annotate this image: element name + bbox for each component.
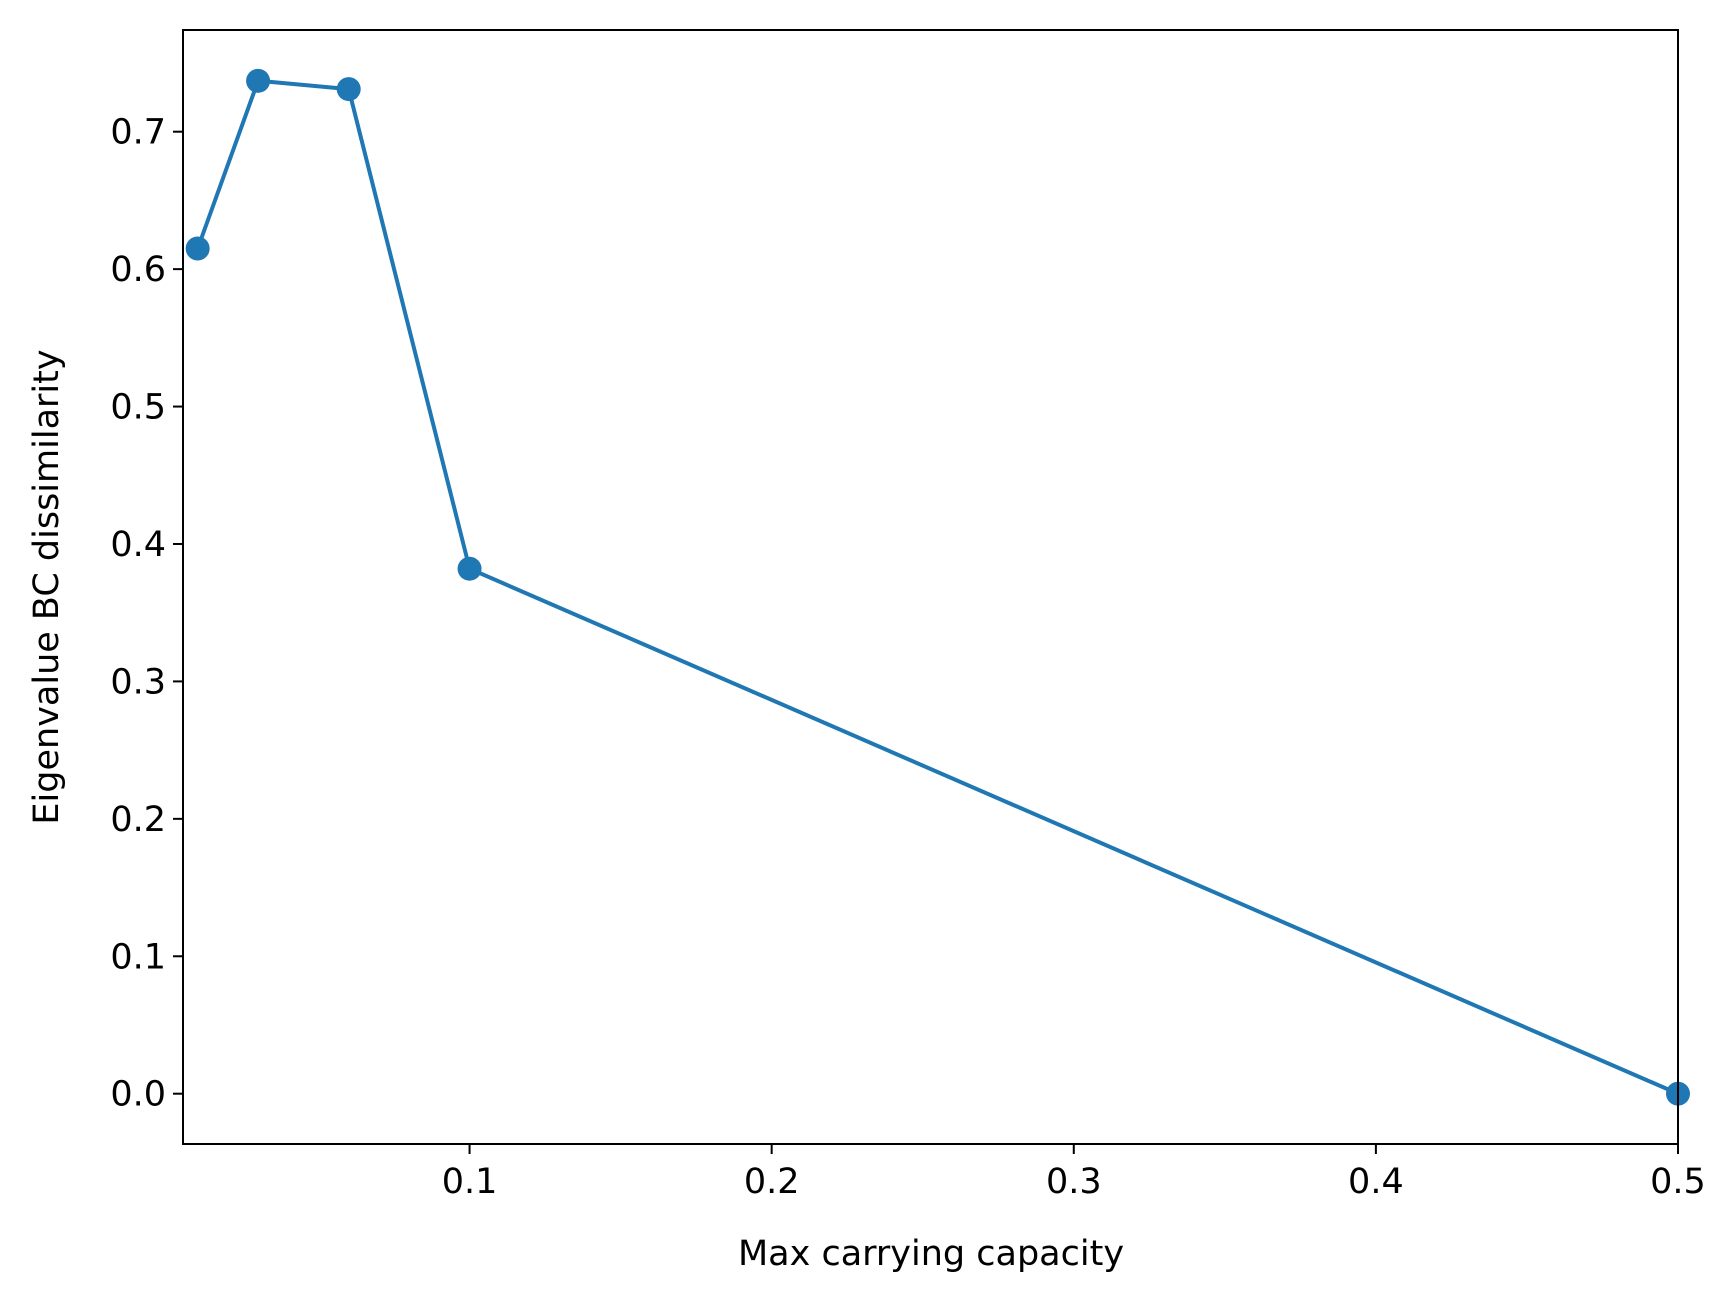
y-tick-label: 0.7 xyxy=(110,113,166,153)
y-tick-label: 0.2 xyxy=(110,800,166,840)
plot-frame xyxy=(182,29,1679,1145)
y-tick-label: 0.0 xyxy=(110,1075,166,1115)
data-point xyxy=(185,236,210,261)
series-layer xyxy=(185,68,1690,1106)
x-tick-label: 0.3 xyxy=(1046,1162,1102,1202)
data-point xyxy=(336,77,361,102)
y-tick-label: 0.6 xyxy=(110,250,166,290)
y-tick-label: 0.1 xyxy=(110,937,166,977)
y-tick-label: 0.3 xyxy=(110,662,166,702)
x-tick-label: 0.5 xyxy=(1650,1162,1706,1202)
data-point xyxy=(246,68,271,93)
x-axis-label: Max carrying capacity xyxy=(738,1234,1124,1274)
x-axis-ticks: 0.1 0.2 0.3 0.4 0.5 xyxy=(442,1144,1706,1202)
y-axis-label: Eigenvalue BC dissimilarity xyxy=(27,349,67,824)
x-tick-label: 0.4 xyxy=(1348,1162,1404,1202)
y-axis-ticks: 0.0 0.1 0.2 0.3 0.4 0.5 0.6 0.7 xyxy=(110,113,183,1115)
data-point xyxy=(457,556,482,581)
y-tick-label: 0.4 xyxy=(110,525,166,565)
y-tick-label: 0.5 xyxy=(110,388,166,428)
x-tick-label: 0.1 xyxy=(442,1162,498,1202)
x-tick-label: 0.2 xyxy=(744,1162,800,1202)
